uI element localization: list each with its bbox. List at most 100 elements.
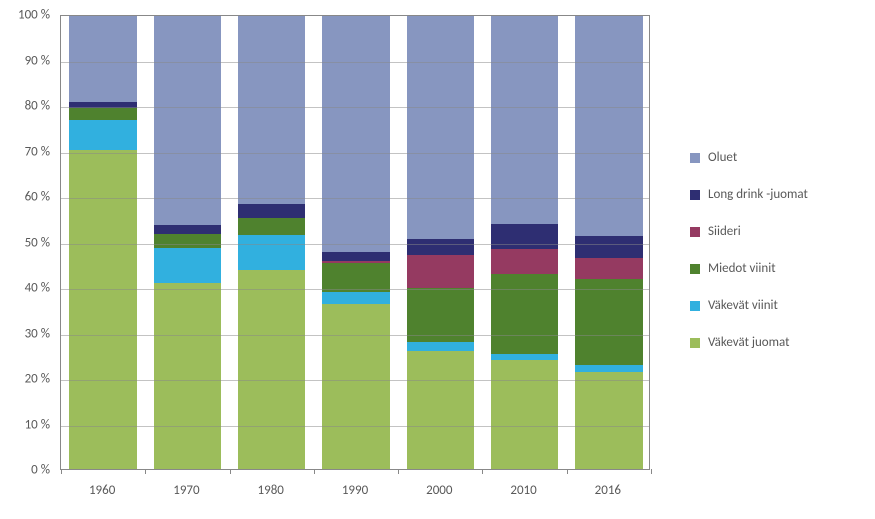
- y-axis-labels: 0 %10 %20 %30 %40 %50 %60 %70 %80 %90 %1…: [0, 15, 55, 470]
- y-axis-tick-label: 10 %: [25, 417, 50, 432]
- y-axis-tick-label: 100 %: [18, 8, 50, 23]
- x-tick: [230, 469, 231, 474]
- bar-segment: [322, 16, 389, 252]
- bar-segment: [491, 224, 558, 249]
- gridline: [61, 153, 649, 154]
- legend: Oluet Long drink -juomat Siideri Miedot vii…: [690, 150, 870, 372]
- x-axis-tick-label: 1970: [173, 483, 199, 498]
- bar-segment: [491, 249, 558, 274]
- bar-segment: [407, 351, 474, 469]
- x-tick: [567, 469, 568, 474]
- bar-segment: [154, 225, 221, 234]
- x-tick: [398, 469, 399, 474]
- legend-label: Oluet: [708, 150, 737, 165]
- legend-label: Siideri: [708, 224, 741, 239]
- gridline: [61, 62, 649, 63]
- bar-segment: [575, 365, 642, 372]
- bar-segment: [575, 236, 642, 259]
- legend-label: Miedot viinit: [708, 261, 776, 276]
- gridline: [61, 335, 649, 336]
- bar-segment: [322, 263, 389, 292]
- bar-segment: [407, 239, 474, 255]
- bar-segment: [575, 258, 642, 278]
- gridline: [61, 107, 649, 108]
- y-axis-tick-label: 40 %: [25, 281, 50, 296]
- bar-segment: [154, 248, 221, 283]
- y-axis-tick-label: 50 %: [25, 235, 50, 250]
- y-axis-tick-label: 0 %: [31, 463, 50, 478]
- bar-segment: [322, 304, 389, 469]
- bar-segment: [322, 261, 389, 263]
- legend-item: Siideri: [690, 224, 870, 239]
- x-axis-tick-label: 1990: [342, 483, 368, 498]
- bar-group: [491, 16, 558, 469]
- bar-segment: [322, 252, 389, 261]
- legend-label: Väkevät viinit: [708, 298, 778, 313]
- bar-segment: [238, 16, 305, 204]
- bar-segment: [407, 16, 474, 239]
- bar-group: [575, 16, 642, 469]
- chart-container: 0 % 10 % 20 % 30 % 40 % 50 % 60 % 70 % 80 % 90 % 1…: [0, 0, 875, 519]
- x-axis-tick-label: 2000: [426, 483, 452, 498]
- bar-segment: [322, 292, 389, 303]
- x-axis-tick-label: 2016: [595, 483, 621, 498]
- bar-group: [322, 16, 389, 469]
- y-axis-tick-label: 20 %: [25, 372, 50, 387]
- y-axis-tick-label: 80 %: [25, 99, 50, 114]
- x-tick: [482, 469, 483, 474]
- legend-label: Long drink -juomat: [708, 187, 808, 202]
- x-tick: [145, 469, 146, 474]
- gridline: [61, 426, 649, 427]
- bar-segment: [238, 204, 305, 218]
- bar-segment: [69, 120, 136, 149]
- bar-segment: [575, 372, 642, 469]
- bar-group: [407, 16, 474, 469]
- legend-swatch: [690, 190, 700, 200]
- bar-segment: [491, 16, 558, 224]
- bar-segment: [154, 234, 221, 248]
- legend-swatch: [690, 227, 700, 237]
- legend-swatch: [690, 264, 700, 274]
- legend-swatch: [690, 153, 700, 163]
- legend-swatch: [690, 301, 700, 311]
- legend-label: Väkevät juomat: [708, 335, 790, 350]
- legend-item: Long drink -juomat: [690, 187, 870, 202]
- x-tick: [651, 469, 652, 474]
- y-axis-tick-label: 30 %: [25, 326, 50, 341]
- bar-segment: [407, 342, 474, 351]
- bar-segment: [491, 360, 558, 469]
- y-axis-tick-label: 60 %: [25, 190, 50, 205]
- x-axis-tick-label: 1960: [89, 483, 115, 498]
- gridline: [61, 289, 649, 290]
- y-axis-tick-label: 70 %: [25, 144, 50, 159]
- bar-group: [238, 16, 305, 469]
- bar-segment: [491, 354, 558, 361]
- bars-layer: [61, 16, 649, 469]
- bar-segment: [69, 16, 136, 102]
- bar-segment: [238, 218, 305, 235]
- bar-segment: [407, 255, 474, 288]
- legend-swatch: [690, 338, 700, 348]
- bar-segment: [238, 235, 305, 270]
- bar-segment: [154, 283, 221, 469]
- bar-segment: [575, 279, 642, 365]
- bar-segment: [575, 16, 642, 236]
- x-tick: [314, 469, 315, 474]
- bar-segment: [491, 274, 558, 353]
- x-axis-tick-label: 2010: [510, 483, 536, 498]
- legend-item: Väkevät juomat: [690, 335, 870, 350]
- x-axis-tick-label: 1980: [258, 483, 284, 498]
- bar-segment: [154, 16, 221, 225]
- bar-group: [69, 16, 136, 469]
- bar-segment: [238, 270, 305, 469]
- x-axis-labels: 1960 1970 1980 1990 2000 2010 2016: [60, 475, 650, 505]
- legend-item: Väkevät viinit: [690, 298, 870, 313]
- gridline: [61, 244, 649, 245]
- legend-item: Oluet: [690, 150, 870, 165]
- bar-segment: [69, 108, 136, 121]
- y-axis-tick-label: 90 %: [25, 53, 50, 68]
- bar-group: [154, 16, 221, 469]
- gridline: [61, 198, 649, 199]
- legend-item: Miedot viinit: [690, 261, 870, 276]
- x-tick: [61, 469, 62, 474]
